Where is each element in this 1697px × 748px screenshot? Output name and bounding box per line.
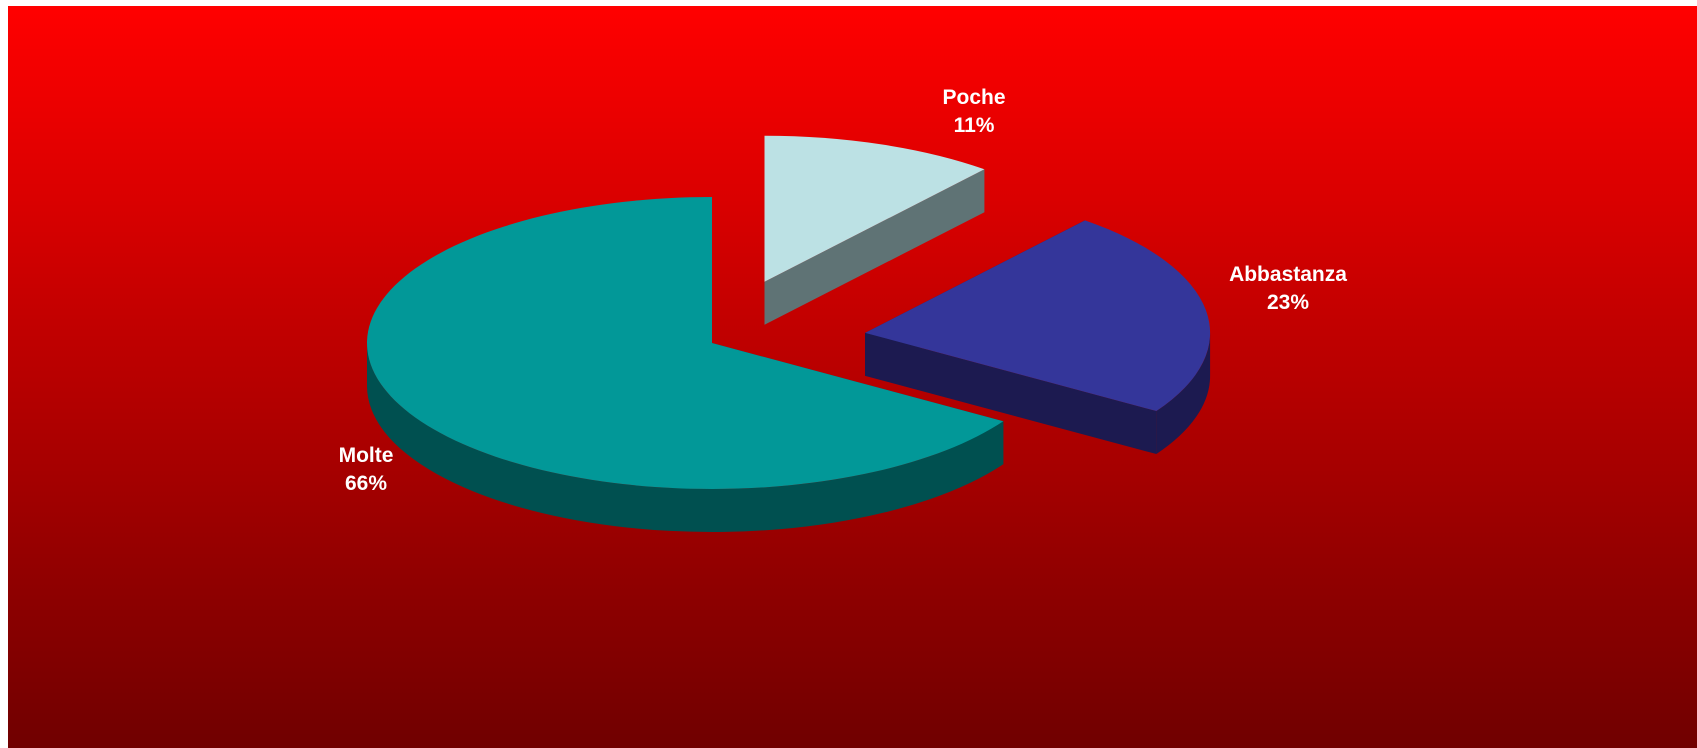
data-label-name-poche: Poche: [942, 86, 1005, 109]
pie-chart: Poche 11% Abbastanza 23% Molte 66%: [8, 6, 1697, 748]
data-labels: Poche 11% Abbastanza 23% Molte 66%: [339, 86, 1348, 495]
data-label-value-poche: 11%: [954, 114, 995, 137]
data-label-name-abbastanza: Abbastanza: [1229, 263, 1347, 286]
data-label-value-molte: 66%: [345, 472, 387, 495]
chart-background: [8, 6, 1697, 748]
pie-slice-side-abbastanza: [865, 332, 1157, 455]
slice-tops: [367, 135, 1211, 490]
pie-slice-side-abbastanza: [1156, 332, 1211, 455]
pie-slice-abbastanza: [865, 220, 1211, 412]
data-label-name-molte: Molte: [339, 444, 394, 467]
pie-slice-side-poche: [764, 169, 985, 325]
data-label-value-abbastanza: 23%: [1267, 291, 1309, 314]
pie-slice-molte: [367, 197, 1004, 490]
pie-slice-poche: [764, 135, 985, 282]
chart-area: Poche 11% Abbastanza 23% Molte 66%: [8, 6, 1697, 748]
pie-slice-side-molte: [367, 343, 1004, 532]
